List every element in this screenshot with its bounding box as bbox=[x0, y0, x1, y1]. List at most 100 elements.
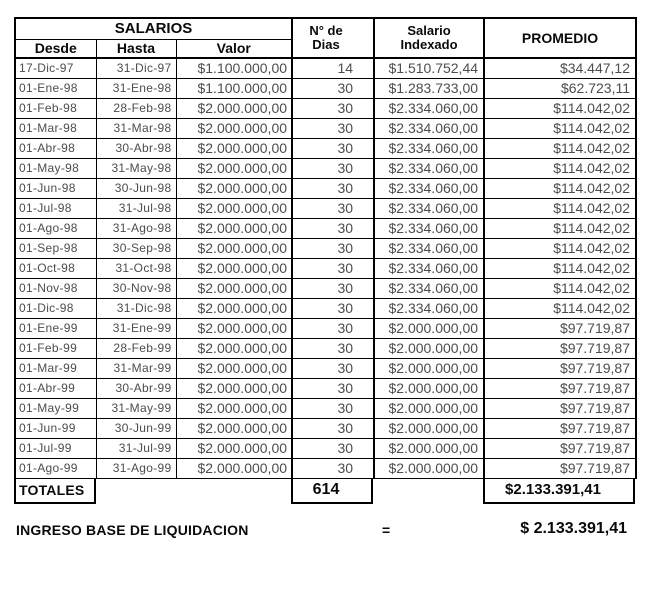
cell-hasta: 31-Ago-98 bbox=[95, 217, 177, 239]
cell-valor: $2.000.000,00 bbox=[175, 277, 294, 299]
cell-hasta: 31-May-98 bbox=[95, 157, 177, 179]
cell-indexado: $2.000.000,00 bbox=[373, 397, 486, 419]
cell-indexado: $2.334.060,00 bbox=[373, 257, 486, 279]
header-dias-line1: N° de bbox=[309, 23, 343, 38]
cell-hasta: 30-Nov-98 bbox=[95, 277, 177, 299]
cell-dias: 30 bbox=[291, 257, 376, 279]
table-row: 17-Dic-97 31-Dic-97 $1.100.000,00 14 $1.510.… bbox=[14, 57, 637, 79]
cell-promedio: $34.447,12 bbox=[483, 57, 637, 79]
table-row: 01-Jul-99 31-Jul-99 $2.000.000,00 30 $2.000.… bbox=[14, 437, 637, 459]
cell-dias: 30 bbox=[291, 377, 376, 399]
cell-dias: 30 bbox=[291, 317, 376, 339]
cell-dias: 30 bbox=[291, 117, 376, 139]
cell-promedio: $114.042,02 bbox=[483, 177, 637, 199]
cell-promedio: $114.042,02 bbox=[483, 217, 637, 239]
cell-hasta: 30-Jun-99 bbox=[95, 417, 177, 439]
cell-promedio: $114.042,02 bbox=[483, 297, 637, 319]
cell-desde: 01-Ago-99 bbox=[14, 457, 97, 479]
ingreso-base-label: INGRESO BASE DE LIQUIDACION bbox=[16, 522, 249, 538]
header-salario-indexado: Salario Indexado bbox=[373, 17, 486, 59]
cell-dias: 30 bbox=[291, 97, 376, 119]
cell-dias: 30 bbox=[291, 137, 376, 159]
cell-desde: 01-Oct-98 bbox=[14, 257, 97, 279]
header-promedio: PROMEDIO bbox=[483, 17, 637, 59]
salary-table: SALARIOS N° de Dias Salario Indexado PRO… bbox=[14, 17, 638, 479]
cell-desde: 01-May-98 bbox=[14, 157, 97, 179]
cell-hasta: 30-Abr-99 bbox=[95, 377, 177, 399]
cell-hasta: 31-May-99 bbox=[95, 397, 177, 419]
cell-indexado: $2.334.060,00 bbox=[373, 197, 486, 219]
cell-hasta: 31-Mar-99 bbox=[95, 357, 177, 379]
cell-valor: $1.100.000,00 bbox=[175, 57, 294, 79]
header-desde: Desde bbox=[14, 38, 97, 59]
cell-dias: 30 bbox=[291, 337, 376, 359]
table-row: 01-Jun-98 30-Jun-98 $2.000.000,00 30 $2.334.… bbox=[14, 177, 637, 199]
cell-valor: $2.000.000,00 bbox=[175, 297, 294, 319]
cell-valor: $2.000.000,00 bbox=[175, 337, 294, 359]
cell-promedio: $114.042,02 bbox=[483, 157, 637, 179]
totals-row: TOTALES 614 $2.133.391,41 bbox=[14, 478, 635, 504]
cell-hasta: 31-Jul-98 bbox=[95, 197, 177, 219]
cell-valor: $2.000.000,00 bbox=[175, 137, 294, 159]
ingreso-base-line: INGRESO BASE DE LIQUIDACION = $ 2.133.39… bbox=[14, 520, 635, 540]
cell-indexado: $2.000.000,00 bbox=[373, 457, 486, 479]
cell-dias: 30 bbox=[291, 397, 376, 419]
cell-valor: $2.000.000,00 bbox=[175, 117, 294, 139]
cell-desde: 01-Jul-99 bbox=[14, 437, 97, 459]
cell-promedio: $114.042,02 bbox=[483, 137, 637, 159]
cell-hasta: 28-Feb-99 bbox=[95, 337, 177, 359]
table-row: 01-Mar-98 31-Mar-98 $2.000.000,00 30 $2.334.… bbox=[14, 117, 637, 139]
cell-dias: 14 bbox=[291, 57, 376, 79]
cell-valor: $2.000.000,00 bbox=[175, 97, 294, 119]
cell-dias: 30 bbox=[291, 77, 376, 99]
header-salario-line2: Indexado bbox=[400, 37, 458, 52]
cell-dias: 30 bbox=[291, 457, 376, 479]
cell-valor: $1.100.000,00 bbox=[175, 77, 294, 99]
totals-days: 614 bbox=[291, 478, 373, 504]
cell-indexado: $2.334.060,00 bbox=[373, 97, 486, 119]
cell-promedio: $97.719,87 bbox=[483, 357, 637, 379]
cell-dias: 30 bbox=[291, 437, 376, 459]
cell-valor: $2.000.000,00 bbox=[175, 177, 294, 199]
cell-valor: $2.000.000,00 bbox=[175, 417, 294, 439]
cell-hasta: 30-Jun-98 bbox=[95, 177, 177, 199]
cell-hasta: 31-Mar-98 bbox=[95, 117, 177, 139]
table-row: 01-Mar-99 31-Mar-99 $2.000.000,00 30 $2.000.… bbox=[14, 357, 637, 379]
cell-indexado: $2.334.060,00 bbox=[373, 217, 486, 239]
cell-dias: 30 bbox=[291, 357, 376, 379]
ingreso-base-value: $ 2.133.391,41 bbox=[520, 520, 627, 537]
cell-desde: 01-Jul-98 bbox=[14, 197, 97, 219]
cell-hasta: 31-Ene-98 bbox=[95, 77, 177, 99]
cell-indexado: $2.334.060,00 bbox=[373, 137, 486, 159]
cell-dias: 30 bbox=[291, 297, 376, 319]
table-row: 01-Jun-99 30-Jun-99 $2.000.000,00 30 $2.000.… bbox=[14, 417, 637, 439]
cell-indexado: $2.334.060,00 bbox=[373, 177, 486, 199]
table-row: 01-Ene-99 31-Ene-99 $2.000.000,00 30 $2.000.… bbox=[14, 317, 637, 339]
salary-table-wrap: SALARIOS N° de Dias Salario Indexado PRO… bbox=[14, 17, 638, 504]
cell-desde: 01-Sep-98 bbox=[14, 237, 97, 259]
cell-valor: $2.000.000,00 bbox=[175, 257, 294, 279]
table-row: 01-Feb-99 28-Feb-99 $2.000.000,00 30 $2.000.… bbox=[14, 337, 637, 359]
table-row: 01-Ene-98 31-Ene-98 $1.100.000,00 30 $1.283.… bbox=[14, 77, 637, 99]
cell-promedio: $62.723,11 bbox=[483, 77, 637, 99]
cell-indexado: $2.334.060,00 bbox=[373, 117, 486, 139]
cell-hasta: 31-Dic-98 bbox=[95, 297, 177, 319]
cell-dias: 30 bbox=[291, 417, 376, 439]
header-valor: Valor bbox=[175, 38, 294, 59]
cell-hasta: 31-Ene-99 bbox=[95, 317, 177, 339]
table-row: 01-Ago-98 31-Ago-98 $2.000.000,00 30 $2.334.… bbox=[14, 217, 637, 239]
cell-dias: 30 bbox=[291, 277, 376, 299]
cell-valor: $2.000.000,00 bbox=[175, 437, 294, 459]
cell-indexado: $2.000.000,00 bbox=[373, 417, 486, 439]
table-row: 01-Nov-98 30-Nov-98 $2.000.000,00 30 $2.334.… bbox=[14, 277, 637, 299]
cell-promedio: $114.042,02 bbox=[483, 237, 637, 259]
cell-hasta: 31-Oct-98 bbox=[95, 257, 177, 279]
table-row: 01-Abr-98 30-Abr-98 $2.000.000,00 30 $2.334.… bbox=[14, 137, 637, 159]
cell-promedio: $97.719,87 bbox=[483, 317, 637, 339]
cell-desde: 01-Mar-98 bbox=[14, 117, 97, 139]
cell-indexado: $2.334.060,00 bbox=[373, 157, 486, 179]
cell-indexado: $2.334.060,00 bbox=[373, 297, 486, 319]
cell-indexado: $1.283.733,00 bbox=[373, 77, 486, 99]
cell-indexado: $2.000.000,00 bbox=[373, 337, 486, 359]
cell-promedio: $97.719,87 bbox=[483, 437, 637, 459]
